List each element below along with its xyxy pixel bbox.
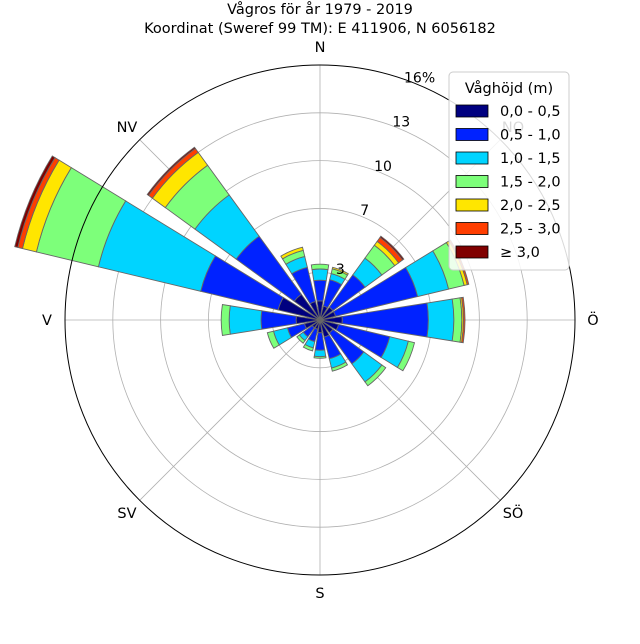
- bar-segment-1-4: [331, 266, 349, 276]
- bar-segment-4-2: [426, 298, 455, 342]
- direction-label: SV: [117, 506, 136, 522]
- legend-swatch: [455, 222, 489, 235]
- bar-segment-4-5: [461, 296, 466, 344]
- grid-spoke: [139, 319, 321, 501]
- bar-segment-5-3: [396, 340, 416, 372]
- bar-segment-8-2: [313, 349, 327, 358]
- direction-label: SÖ: [503, 504, 524, 522]
- radial-tick-label: 7: [360, 203, 369, 219]
- bar-segment-0-3: [310, 263, 330, 271]
- legend-swatch: [455, 104, 489, 118]
- bar-segment-4-3: [451, 297, 463, 343]
- polar-frame: [64, 64, 576, 576]
- bar-segment-8-3: [313, 355, 327, 359]
- bar-segment-6-3: [364, 364, 387, 387]
- legend-swatch: [455, 175, 489, 188]
- bar-segment-10-3: [296, 334, 306, 344]
- radial-tick-label: 16%: [404, 70, 435, 86]
- legend-items: 0,0 - 0,5 0,5 - 1,0 1,0 - 1,5 1,5 - 2,0 2,0 …: [455, 104, 561, 261]
- direction-label: S: [315, 586, 324, 602]
- legend-frame: [448, 71, 570, 271]
- legend-swatch: [455, 128, 489, 141]
- bar-segment-15-4: [280, 246, 304, 260]
- direction-label: Ö: [587, 311, 598, 329]
- direction-label: N: [315, 40, 326, 56]
- legend-swatch: [455, 198, 489, 212]
- legend-label: 1,5 - 2,0: [500, 175, 561, 191]
- bar-segment-0-2: [311, 268, 329, 282]
- direction-label: V: [42, 313, 52, 329]
- chart-subtitle: Koordinat (Sweref 99 TM): E 411906, N 60…: [144, 21, 496, 37]
- legend-label: 2,0 - 2,5: [500, 198, 561, 214]
- radial-tick-labels: 3 7 10 13 16%: [336, 70, 435, 277]
- bar-segment-14-6: [146, 146, 197, 197]
- legend-swatch: [455, 245, 489, 259]
- chart-title: Vågros för år 1979 - 2019: [227, 1, 413, 18]
- bar-segment-2-6: [379, 235, 405, 261]
- bar-segment-7-3: [330, 361, 349, 372]
- bar-segment-11-3: [266, 330, 280, 349]
- polar-bars: [14, 146, 470, 387]
- legend-label: 1,0 - 1,5: [500, 151, 561, 167]
- radial-tick-label: 3: [336, 262, 345, 278]
- legend: Våghöjd (m) 0,0 - 0,5 0,5 - 1,0 1,0 - 1,5 1…: [448, 71, 570, 271]
- radial-tick-label: 10: [374, 159, 392, 175]
- legend-swatch: [455, 151, 489, 165]
- legend-title: Våghöjd (m): [465, 80, 553, 97]
- bar-segment-13-6: [14, 155, 56, 248]
- legend-label: 0,0 - 0,5: [500, 104, 561, 120]
- legend-label: ≥ 3,0: [500, 245, 540, 261]
- legend-label: 0,5 - 1,0: [500, 128, 561, 144]
- bar-segment-12-3: [220, 304, 231, 336]
- radial-tick-label: 13: [392, 115, 410, 131]
- bar-segment-12-2: [228, 305, 263, 335]
- legend-label: 2,5 - 3,0: [500, 222, 561, 238]
- direction-label: NV: [117, 120, 138, 136]
- bar-segment-9-3: [302, 343, 314, 352]
